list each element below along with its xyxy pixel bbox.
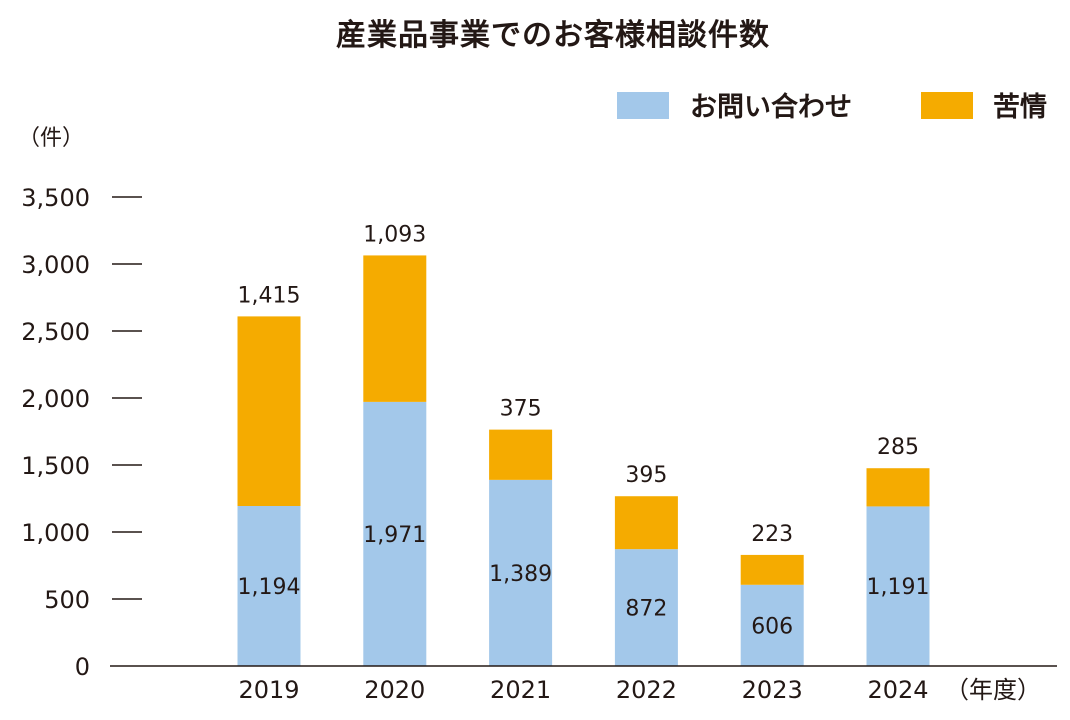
bar-complaint-2019 (237, 316, 301, 507)
x-tick-label-2022: 2022 (616, 676, 677, 704)
data-label-inquiry-2019: 1,194 (238, 575, 301, 600)
y-tick-label: 1,000 (21, 519, 90, 547)
x-tick-label-2019: 2019 (238, 676, 299, 704)
bar-complaint-2020 (363, 255, 427, 402)
bar-inquiry-2024 (866, 506, 930, 666)
data-label-complaint-2023: 223 (751, 522, 793, 547)
data-label-inquiry-2023: 606 (751, 614, 793, 639)
y-axis: 0 500 1,000 1,500 2,000 2,500 3,000 3,500 (21, 184, 142, 681)
y-tick-label: 3,500 (21, 184, 90, 212)
data-label-inquiry-2021: 1,389 (489, 562, 552, 587)
y-axis-unit-label: （件） (18, 126, 84, 151)
data-label-inquiry-2022: 872 (625, 597, 667, 622)
bars: 1,194 1,415 1,971 1,093 1,389 375 872 395 606 223… (237, 222, 930, 666)
legend-label-complaint: 苦情 (993, 92, 1047, 123)
bar-complaint-2023 (740, 554, 804, 585)
y-tick-label: 1,500 (21, 452, 90, 480)
bar-inquiry-2020 (363, 401, 427, 666)
legend-swatch-inquiry (617, 92, 669, 119)
bar-inquiry-2023 (740, 584, 804, 666)
data-label-complaint-2019: 1,415 (238, 283, 301, 308)
bar-complaint-2022 (614, 496, 678, 550)
bar-complaint-2021 (489, 429, 553, 480)
bar-complaint-2024 (866, 468, 930, 507)
bar-inquiry-2022 (614, 549, 678, 666)
bar-inquiry-2021 (489, 479, 553, 666)
y-tick-label: 0 (75, 653, 90, 681)
data-label-inquiry-2020: 1,971 (363, 523, 426, 548)
x-axis: 2019 2020 2021 2022 2023 2024 (238, 676, 928, 704)
x-tick-label-2021: 2021 (490, 676, 551, 704)
x-tick-label-2024: 2024 (867, 676, 928, 704)
data-label-complaint-2021: 375 (500, 397, 542, 422)
data-label-complaint-2020: 1,093 (363, 222, 426, 247)
x-tick-label-2020: 2020 (364, 676, 425, 704)
bar-inquiry-2019 (237, 506, 301, 666)
legend-label-inquiry: お問い合わせ (690, 91, 852, 123)
legend-swatch-complaint (921, 92, 973, 119)
data-label-inquiry-2024: 1,191 (867, 575, 930, 600)
x-axis-unit-label: （年度） (945, 676, 1041, 704)
y-tick-label: 500 (44, 586, 90, 614)
x-tick-label-2023: 2023 (742, 676, 803, 704)
data-label-complaint-2024: 285 (877, 435, 919, 460)
data-label-complaint-2022: 395 (625, 463, 667, 488)
legend: お問い合わせ 苦情 (617, 91, 1047, 123)
y-tick-label: 2,000 (21, 385, 90, 413)
y-tick-label: 3,000 (21, 251, 90, 279)
chart-title: 産業品事業でのお客様相談件数 (336, 18, 770, 53)
y-tick-label: 2,500 (21, 318, 90, 346)
